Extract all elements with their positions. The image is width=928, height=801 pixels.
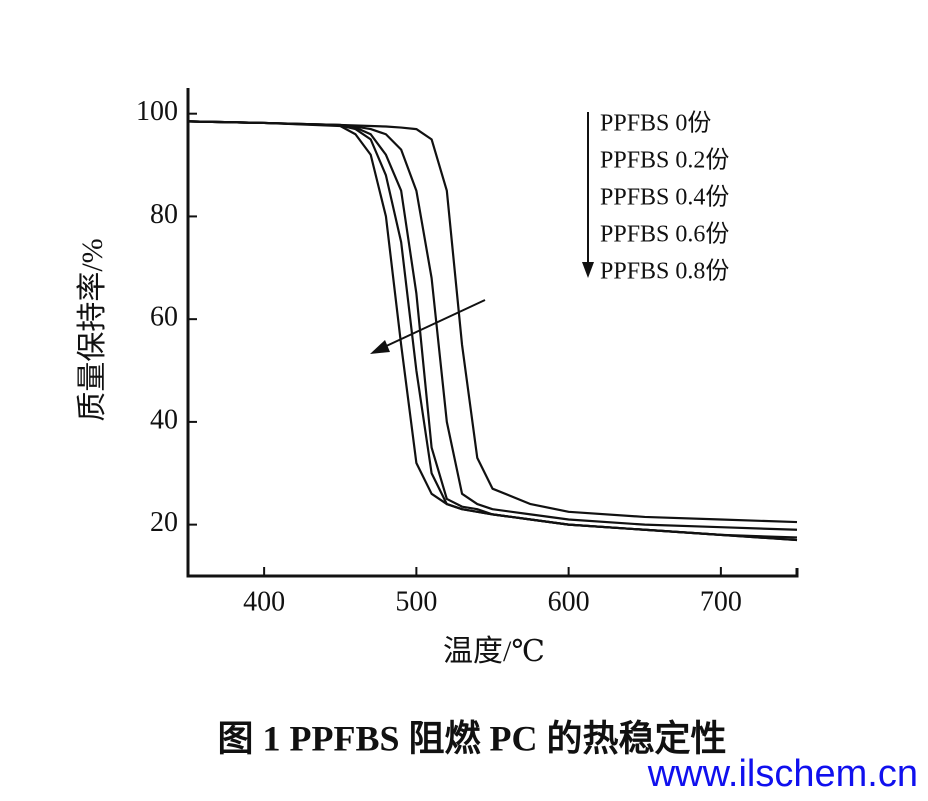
y-axis-label: 质量保持率/% [76, 238, 109, 421]
y-tick-label: 40 [150, 404, 178, 435]
legend-label: PPFBS 0.4份 [600, 184, 729, 211]
legend-label: PPFBS 0份 [600, 110, 711, 137]
series-line [187, 120, 798, 531]
legend-label: PPFBS 0.2份 [600, 147, 729, 174]
axes [186, 88, 799, 578]
caption: 图 1 PPFBS 阻燃 PC 的热稳定性 [218, 718, 727, 758]
trend-arrow [381, 299, 486, 349]
x-axis-label: 温度/℃ [443, 635, 545, 668]
series-line [187, 120, 798, 524]
x-tick-label: 400 [243, 586, 285, 617]
y-tick-label: 100 [136, 96, 178, 127]
y-tick-label: 80 [150, 199, 178, 230]
trend-arrowhead [370, 340, 390, 354]
legend-label: PPFBS 0.6份 [600, 221, 729, 248]
x-tick-label: 500 [395, 586, 437, 617]
series-line [187, 120, 798, 542]
x-tick-label: 700 [700, 586, 742, 617]
y-tick-label: 60 [150, 302, 178, 333]
legend-arrowhead [582, 262, 594, 278]
legend-label: PPFBS 0.8份 [600, 258, 729, 285]
x-tick-label: 600 [548, 586, 590, 617]
watermark: www.ilschem.cn [647, 753, 918, 795]
y-tick-label: 20 [150, 507, 178, 538]
